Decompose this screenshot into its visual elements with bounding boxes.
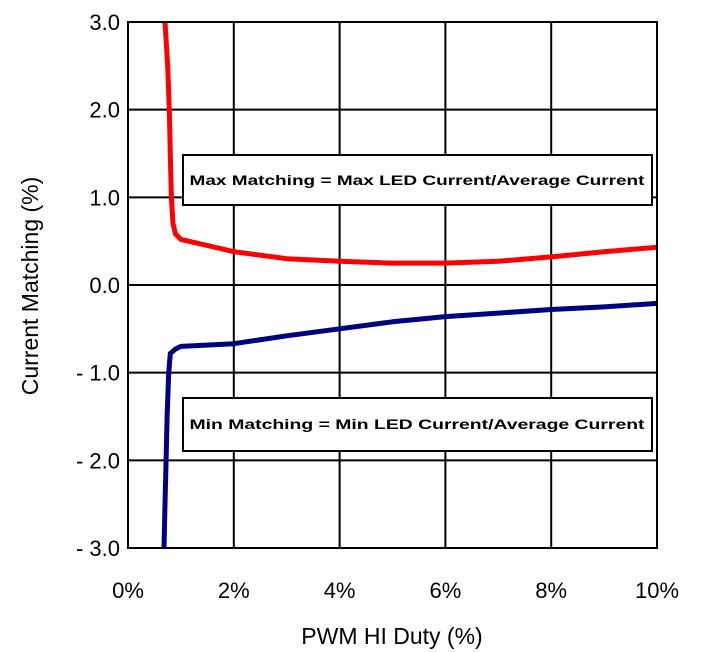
annotation-min-text: Min Matching = Min LED Current/Average C…: [190, 416, 645, 432]
y-tick-label: - 1.0: [76, 361, 120, 386]
y-tick-label: - 3.0: [76, 536, 120, 561]
y-tick-label: 3.0: [89, 10, 120, 35]
y-tick-label: 0.0: [89, 273, 120, 298]
x-tick-label: 6%: [430, 578, 462, 603]
annotation-max: Max Matching = Max LED Current/Average C…: [182, 154, 653, 206]
x-axis-title: PWM HI Duty (%): [301, 623, 482, 649]
min-matching-line: [161, 300, 658, 549]
x-tick-label: 2%: [218, 578, 250, 603]
y-tick-labels: 3.0 2.0 1.0 0.0 - 1.0 - 2.0 - 3.0: [76, 10, 120, 561]
y-tick-label: 2.0: [89, 98, 120, 123]
annotation-max-text: Max Matching = Max LED Current/Average C…: [190, 172, 645, 188]
y-tick-label: - 2.0: [76, 448, 120, 473]
annotation-max-box: [182, 154, 653, 206]
grid: [127, 21, 658, 549]
x-tick-label: 8%: [535, 578, 567, 603]
x-tick-label: 10%: [635, 578, 679, 603]
max-matching-line: [162, 21, 658, 266]
annotation-min: Min Matching = Min LED Current/Average C…: [182, 397, 653, 452]
series-group: [161, 21, 658, 549]
y-tick-label: 1.0: [89, 185, 120, 210]
x-tick-labels: 0% 2% 4% 6% 8% 10%: [112, 578, 679, 603]
y-axis-title: Current Matching (%): [17, 177, 43, 396]
x-tick-label: 0%: [112, 578, 144, 603]
annotation-min-box: [182, 397, 653, 452]
x-tick-label: 4%: [324, 578, 356, 603]
plot-frame: [127, 21, 658, 549]
